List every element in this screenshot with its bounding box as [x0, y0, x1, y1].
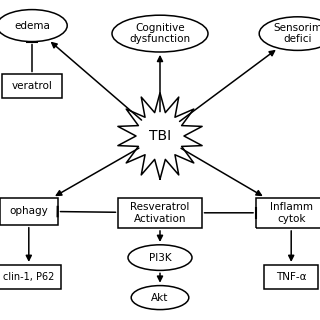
Text: veratrol: veratrol — [12, 81, 52, 92]
Text: TBI: TBI — [149, 129, 171, 143]
Text: Inflamm
cytok: Inflamm cytok — [270, 202, 313, 224]
Text: Resveratrol
Activation: Resveratrol Activation — [130, 202, 190, 224]
Text: ophagy: ophagy — [9, 206, 48, 216]
Text: TNF-α: TNF-α — [276, 272, 307, 282]
Text: Sensorim
defici: Sensorim defici — [273, 23, 320, 44]
Text: edema: edema — [14, 20, 50, 31]
Text: PI3K: PI3K — [149, 252, 171, 263]
Text: Akt: Akt — [151, 292, 169, 303]
Text: clin-1, P62: clin-1, P62 — [3, 272, 54, 282]
Text: Cognitive
dysfunction: Cognitive dysfunction — [129, 23, 191, 44]
